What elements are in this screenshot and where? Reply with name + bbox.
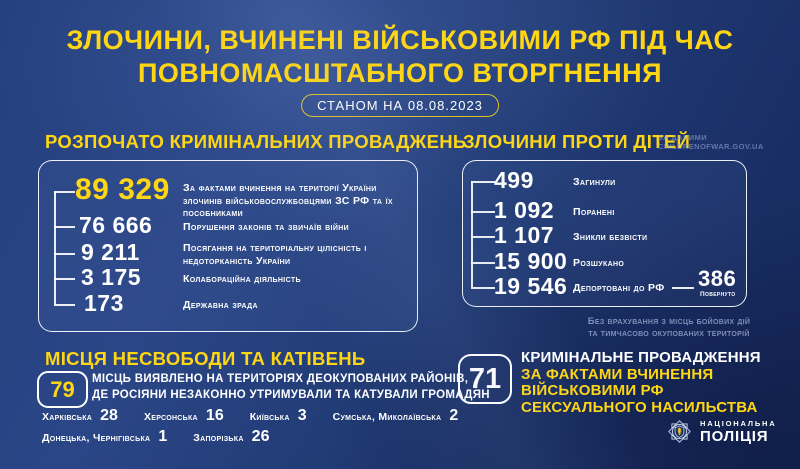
regions-row-2: Донецька, Чернігівська 1 Запорізька 26 xyxy=(42,428,269,446)
stat-value: 173 xyxy=(84,290,124,316)
proceedings-total-label: За фактами вчинення на території України… xyxy=(183,182,393,219)
returned-value: 386 xyxy=(698,266,737,291)
sexual-violence-line-2: ЗА ФАКТАМИ ВЧИНЕННЯ xyxy=(521,365,714,383)
detention-count-badge: 79 xyxy=(37,371,88,408)
children-footnote: Без врахування з місць бойових дій та ти… xyxy=(540,316,798,339)
regions-row-1: Харківська 28 Херсонська 16 Київська 3 С… xyxy=(42,407,458,425)
region-item: Запорізька 26 xyxy=(193,428,269,446)
region-item: Харківська 28 xyxy=(42,407,118,425)
region-name: Київська xyxy=(249,411,290,423)
sexual-violence-count-badge: 71 xyxy=(458,354,512,404)
stat-value: 1 107 xyxy=(494,222,555,248)
stat-value: 9 211 xyxy=(81,239,140,265)
stat-value: 499 xyxy=(494,167,534,193)
detention-count: 79 xyxy=(50,376,75,402)
children-header: ЗЛОЧИНИ ПРОТИ ДІТЕЙ xyxy=(463,131,691,152)
stat-value: 1 092 xyxy=(494,197,555,223)
proceedings-header: РОЗПОЧАТО КРИМІНАЛЬНИХ ПРОВАДЖЕНЬ xyxy=(45,131,467,152)
bracket-tick xyxy=(54,226,75,228)
sexual-violence-count: 71 xyxy=(468,362,502,395)
stat-label: Зникли безвісти xyxy=(573,231,648,243)
region-value: 26 xyxy=(251,428,270,445)
region-name: Сумська, Миколаївська xyxy=(332,411,442,423)
region-value: 2 xyxy=(449,407,459,424)
returned-connector-line xyxy=(672,287,694,289)
stat-label: Державна зрада xyxy=(183,299,258,311)
police-logo-line-2: ПОЛІЦІЯ xyxy=(700,427,769,445)
bracket-tick xyxy=(471,211,495,213)
bracket-tick xyxy=(471,181,495,183)
stat-value: 19 546 xyxy=(494,273,568,299)
sexual-violence-line-4: СЕКСУАЛЬНОГО НАСИЛЬСТВА xyxy=(521,398,758,416)
stat-label: Порушення законів та звичаїв війни xyxy=(183,221,349,233)
region-value: 16 xyxy=(205,407,224,424)
date-badge-text: СТАНОМ НА 08.08.2023 xyxy=(317,98,483,113)
region-name: Харківська xyxy=(42,411,93,423)
stat-label: Загинули xyxy=(573,176,616,188)
stat-value: 76 666 xyxy=(79,212,153,238)
police-logo-line-1: НАЦІОНАЛЬНА xyxy=(700,418,777,428)
stat-value: 15 900 xyxy=(494,248,568,274)
returned-label: Повернуто xyxy=(700,291,736,298)
children-box: 499 Загинули 1 092 Поранені 1 107 Зникли… xyxy=(462,160,747,307)
region-name: Донецька, Чернігівська xyxy=(42,432,151,444)
bracket-tick xyxy=(54,304,75,306)
bracket-tick xyxy=(471,262,495,264)
sexual-violence-line-1: КРИМІНАЛЬНЕ ПРОВАДЖЕННЯ xyxy=(521,349,761,366)
region-item: Сумська, Миколаївська 2 xyxy=(333,407,459,425)
region-name: Запорізька xyxy=(193,432,244,444)
stat-label: Поранені xyxy=(573,206,615,218)
stat-value: 3 175 xyxy=(81,264,142,290)
detention-header: МІСЦЯ НЕСВОБОДИ ТА КАТІВЕНЬ xyxy=(45,348,366,369)
bracket-line xyxy=(54,191,56,305)
region-value: 1 xyxy=(158,428,168,445)
bracket-tick xyxy=(54,278,75,280)
bracket-tick xyxy=(54,191,75,193)
region-item: Донецька, Чернігівська 1 xyxy=(42,428,167,446)
bracket-line xyxy=(471,181,473,288)
detention-description: МІСЦЬ ВИЯВЛЕНО НА ТЕРИТОРІЯХ ДЕОКУПОВАНИ… xyxy=(92,372,490,403)
detention-description-line-1: МІСЦЬ ВИЯВЛЕНО НА ТЕРИТОРІЯХ ДЕОКУПОВАНИ… xyxy=(92,373,469,385)
page-title: ЗЛОЧИНИ, ВЧИНЕНІ ВІЙСЬКОВИМИ РФ ПІД ЧАС … xyxy=(0,24,800,90)
police-logo-text: НАЦІОНАЛЬНА ПОЛІЦІЯ xyxy=(700,419,776,445)
data-source-line-2: CHILDRENOFWAR.GOV.UA xyxy=(658,142,764,151)
region-value: 3 xyxy=(297,407,307,424)
stat-label: Депортовані до РФ xyxy=(573,282,665,294)
proceedings-box: 89 329 За фактами вчинення на території … xyxy=(38,160,418,332)
proceedings-total-value: 89 329 xyxy=(75,173,170,206)
data-source: ЗА ДАНИМИ CHILDRENOFWAR.GOV.UA xyxy=(658,133,764,151)
police-badge-icon xyxy=(668,420,691,443)
data-source-line-1: ЗА ДАНИМИ xyxy=(658,133,708,142)
region-name: Херсонська xyxy=(143,411,198,423)
bracket-tick xyxy=(54,253,75,255)
title-line-1: ЗЛОЧИНИ, ВЧИНЕНІ ВІЙСЬКОВИМИ РФ ПІД ЧАС xyxy=(66,25,734,55)
region-item: Київська 3 xyxy=(250,407,307,425)
sexual-violence-text: КРИМІНАЛЬНЕ ПРОВАДЖЕННЯ ЗА ФАКТАМИ ВЧИНЕ… xyxy=(521,349,761,416)
detention-description-line-2: ДЕ РОСІЯНИ НЕЗАКОННО УТРИМУВАЛИ ТА КАТУВ… xyxy=(92,388,490,401)
region-value: 28 xyxy=(100,407,118,424)
children-footnote-line-2: та тимчасово окупованих територій xyxy=(588,327,750,339)
bracket-tick xyxy=(471,287,495,289)
sexual-violence-line-3: ВІЙСЬКОВИМИ РФ xyxy=(521,382,664,399)
children-footnote-line-1: Без врахування з місць бойових дій xyxy=(587,316,751,327)
national-police-logo: НАЦІОНАЛЬНА ПОЛІЦІЯ xyxy=(666,418,776,445)
stat-label: Розшукано xyxy=(573,257,625,269)
title-line-2: ПОВНОМАСШТАБНОГО ВТОРГНЕННЯ xyxy=(137,58,663,88)
stat-label: Посягання на територіальну цілісність і … xyxy=(183,242,367,267)
bracket-tick xyxy=(471,236,495,238)
region-item: Херсонська 16 xyxy=(144,407,224,425)
stat-label: Колабораційна діяльність xyxy=(183,273,301,285)
date-badge: СТАНОМ НА 08.08.2023 xyxy=(301,94,499,117)
